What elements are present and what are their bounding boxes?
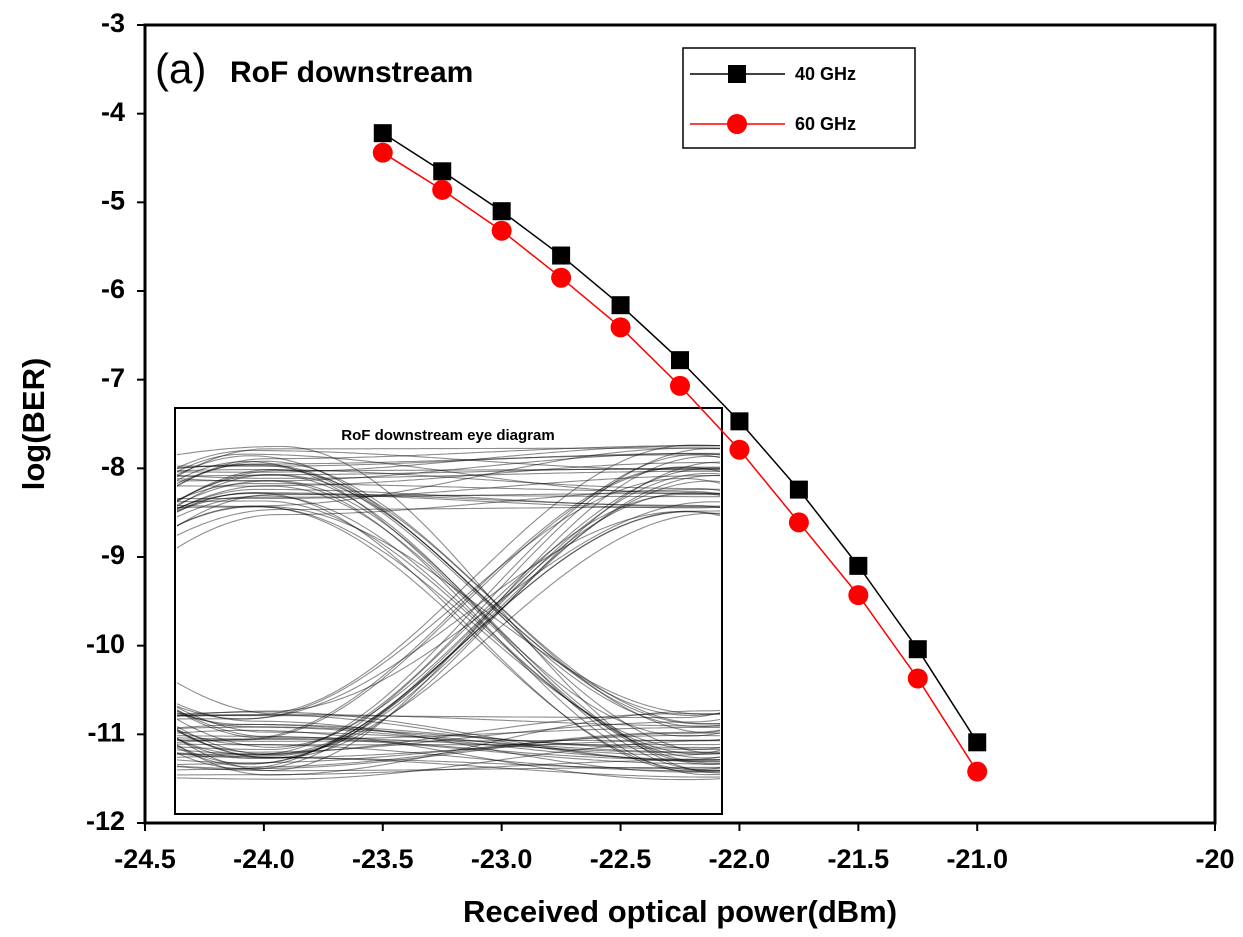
data-point [671, 351, 689, 369]
x-axis-title: Received optical power(dBm) [463, 894, 897, 929]
x-tick-label: -23.5 [352, 844, 414, 874]
chart: (a) RoF downstream Received optical powe… [0, 0, 1243, 937]
data-point [432, 180, 452, 200]
data-point [790, 481, 808, 499]
data-point [908, 668, 928, 688]
x-tick-label: -22.0 [709, 844, 771, 874]
y-tick-label: -3 [101, 8, 125, 38]
x-tick-label: -20 [1195, 844, 1234, 874]
y-tick-label: -6 [101, 274, 125, 304]
data-point [552, 247, 570, 265]
data-point [373, 143, 393, 163]
y-tick-label: -9 [101, 540, 125, 570]
y-tick-label: -4 [101, 97, 125, 127]
data-point [374, 124, 392, 142]
inset-title: RoF downstream eye diagram [341, 427, 554, 444]
data-point [848, 585, 868, 605]
x-tick-label: -24.5 [114, 844, 176, 874]
data-point [612, 296, 630, 314]
data-point [729, 440, 749, 460]
data-point [730, 412, 748, 430]
data-point [611, 317, 631, 337]
y-tick-label: -5 [101, 185, 125, 215]
data-point [909, 640, 927, 658]
data-point [967, 762, 987, 782]
y-tick-label: -7 [101, 363, 125, 393]
data-point [492, 221, 512, 241]
legend-marker [728, 65, 746, 83]
y-tick-label: -8 [101, 451, 125, 481]
x-tick-label: -23.0 [471, 844, 533, 874]
y-tick-label: -11 [87, 717, 125, 747]
data-point [493, 202, 511, 220]
y-tick-label: -10 [86, 629, 125, 659]
data-point [433, 162, 451, 180]
panel-label: (a) [155, 45, 206, 92]
legend-label: 60 GHz [795, 114, 856, 134]
x-tick-label: -24.0 [233, 844, 295, 874]
legend-marker [727, 114, 747, 134]
data-point [849, 557, 867, 575]
y-tick-label: -12 [86, 806, 125, 836]
chart-title: RoF downstream [230, 56, 473, 89]
data-point [551, 268, 571, 288]
data-point [670, 376, 690, 396]
data-point [968, 733, 986, 751]
y-axis-title: log(BER) [16, 358, 51, 491]
x-tick-label: -21.5 [828, 844, 890, 874]
x-tick-label: -22.5 [590, 844, 652, 874]
x-tick-label: -21.0 [946, 844, 1008, 874]
legend-label: 40 GHz [795, 64, 856, 84]
data-point [789, 512, 809, 532]
